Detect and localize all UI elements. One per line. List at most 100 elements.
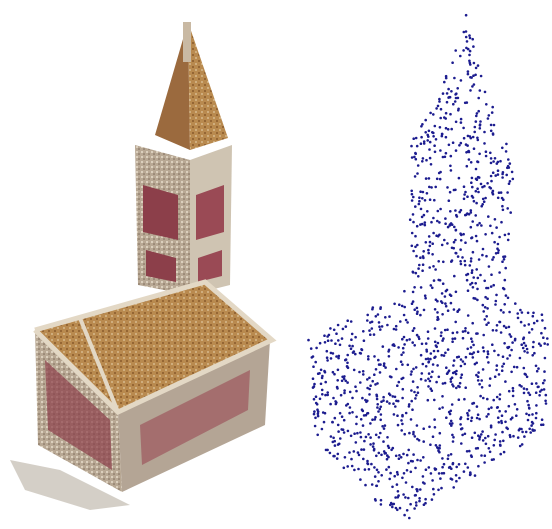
point xyxy=(486,117,490,120)
point xyxy=(421,197,424,200)
point xyxy=(369,436,372,439)
point xyxy=(522,387,526,390)
point xyxy=(456,96,460,100)
point xyxy=(401,396,404,400)
point xyxy=(447,454,450,457)
point xyxy=(443,238,446,242)
point xyxy=(496,416,500,420)
point xyxy=(449,164,452,168)
point xyxy=(361,396,364,400)
point xyxy=(471,402,474,405)
point xyxy=(395,483,399,486)
point xyxy=(454,209,457,212)
point xyxy=(432,493,436,496)
point xyxy=(349,434,353,438)
point xyxy=(426,337,430,340)
point xyxy=(523,435,526,438)
point xyxy=(465,40,469,43)
point xyxy=(360,448,363,451)
point xyxy=(420,135,423,139)
point xyxy=(381,345,385,348)
roof-edge xyxy=(33,279,277,416)
point xyxy=(336,452,340,456)
point xyxy=(415,424,419,427)
point xyxy=(409,373,413,376)
point xyxy=(454,149,458,152)
point xyxy=(496,247,499,250)
point xyxy=(419,286,423,289)
point xyxy=(428,140,432,144)
point xyxy=(455,479,458,483)
point xyxy=(481,368,485,371)
point xyxy=(441,395,444,398)
point xyxy=(476,375,480,379)
point xyxy=(374,415,377,419)
point xyxy=(437,171,441,175)
point xyxy=(431,363,435,366)
point xyxy=(393,302,396,306)
point xyxy=(379,307,382,311)
point xyxy=(478,127,482,130)
point xyxy=(384,451,388,455)
point xyxy=(401,422,404,426)
point xyxy=(326,448,329,452)
point xyxy=(463,259,467,263)
point xyxy=(377,451,381,455)
point xyxy=(394,506,398,510)
point xyxy=(506,207,510,210)
point xyxy=(470,271,474,275)
point xyxy=(461,360,465,363)
point xyxy=(498,320,502,324)
point xyxy=(473,474,477,477)
point xyxy=(371,418,374,422)
point xyxy=(349,347,353,351)
point xyxy=(490,231,494,235)
point xyxy=(498,393,502,396)
point xyxy=(450,424,453,427)
point xyxy=(489,161,493,165)
point xyxy=(393,395,397,399)
point xyxy=(531,354,534,357)
point xyxy=(421,481,425,484)
point xyxy=(446,457,450,461)
point-cloud-render xyxy=(10,22,277,510)
point xyxy=(487,361,490,364)
point xyxy=(400,353,403,357)
point xyxy=(525,347,529,351)
point xyxy=(354,385,357,389)
point xyxy=(392,413,396,416)
point xyxy=(379,418,383,422)
point xyxy=(410,244,414,248)
point xyxy=(385,400,389,403)
point xyxy=(476,64,480,67)
point xyxy=(532,321,536,325)
point xyxy=(509,435,512,439)
point xyxy=(484,233,487,236)
point xyxy=(334,402,338,406)
point xyxy=(432,231,435,235)
point xyxy=(443,80,446,84)
point xyxy=(498,409,501,413)
point xyxy=(427,135,430,138)
point xyxy=(429,387,433,391)
point xyxy=(417,267,420,270)
point xyxy=(496,173,500,176)
point xyxy=(381,425,384,428)
point xyxy=(465,278,469,282)
point xyxy=(459,232,462,235)
point xyxy=(477,109,481,113)
point xyxy=(419,190,422,193)
point xyxy=(344,379,348,383)
point xyxy=(448,422,452,425)
point xyxy=(454,474,458,477)
point xyxy=(430,498,434,501)
point xyxy=(415,144,419,148)
point xyxy=(408,218,412,221)
point xyxy=(377,358,380,362)
point xyxy=(479,182,483,186)
point xyxy=(507,158,510,161)
point xyxy=(467,213,471,216)
point xyxy=(427,248,430,252)
point xyxy=(518,427,522,431)
point xyxy=(422,503,426,507)
